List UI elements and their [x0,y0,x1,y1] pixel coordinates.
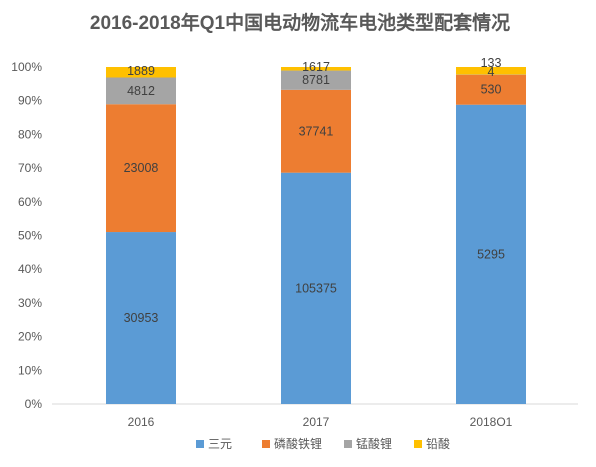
bar-segment [456,104,526,405]
bar-group-2016: 30953 23008 4812 1889 [106,64,176,404]
y-tick-label: 10% [18,363,42,377]
bar-segment [106,232,176,404]
legend-label: 三元 [208,437,232,451]
x-tick-label: 2018O1 [470,415,513,429]
legend-item: 三元 [196,437,232,451]
x-axis: 2016 2017 2018O1 [128,415,513,429]
legend-item: 锰酸锂 [344,436,392,451]
x-tick-label: 2017 [303,415,330,429]
legend-item: 铅酸 [414,436,450,451]
legend-swatch [196,440,204,448]
legend: 三元 磷酸铁锂 锰酸锂 铅酸 [196,436,450,451]
bar-segment [106,67,176,78]
y-tick-label: 30% [18,296,42,310]
bar-segment [281,70,351,90]
y-tick-label: 20% [18,330,42,344]
legend-label: 磷酸铁锂 [274,436,322,451]
data-label: 5295 [477,247,505,261]
data-label: 23008 [124,161,159,175]
bar-segment [281,172,351,404]
data-label: 8781 [302,73,330,87]
data-label: 530 [481,83,502,97]
y-tick-label: 100% [11,60,42,74]
bar-segment [456,74,526,105]
y-tick-label: 50% [18,229,42,243]
y-tick-label: 90% [18,94,42,108]
data-label: 1889 [127,64,155,78]
data-label: 4812 [127,84,155,98]
bar-segment [106,104,176,233]
y-tick-label: 60% [18,195,42,209]
legend-item: 磷酸铁锂 [262,436,322,451]
y-tick-label: 70% [18,161,42,175]
data-label: 37741 [299,124,334,138]
data-label: 30953 [124,311,159,325]
data-label: 4 [488,65,495,79]
y-axis: 0% 10% 20% 30% 40% 50% 60% 70% 80% 90% 100% [11,60,42,411]
legend-label: 锰酸锂 [356,436,392,451]
bar-segment [281,89,351,173]
data-label: 1617 [302,60,330,74]
legend-label: 铅酸 [426,436,450,451]
legend-swatch [414,440,422,448]
bar-segment [456,67,526,75]
legend-swatch [262,440,270,448]
y-tick-label: 0% [25,397,43,411]
bar-segment [281,67,351,71]
bar-segment [106,77,176,105]
data-label: 133 [481,56,502,70]
legend-swatch [344,440,352,448]
x-tick-label: 2016 [128,415,155,429]
data-label: 105375 [295,281,337,295]
chart-title: 2016-2018年Q1中国电动物流车电池类型配套情况 [90,11,510,34]
y-tick-label: 80% [18,127,42,141]
y-tick-label: 40% [18,262,42,276]
